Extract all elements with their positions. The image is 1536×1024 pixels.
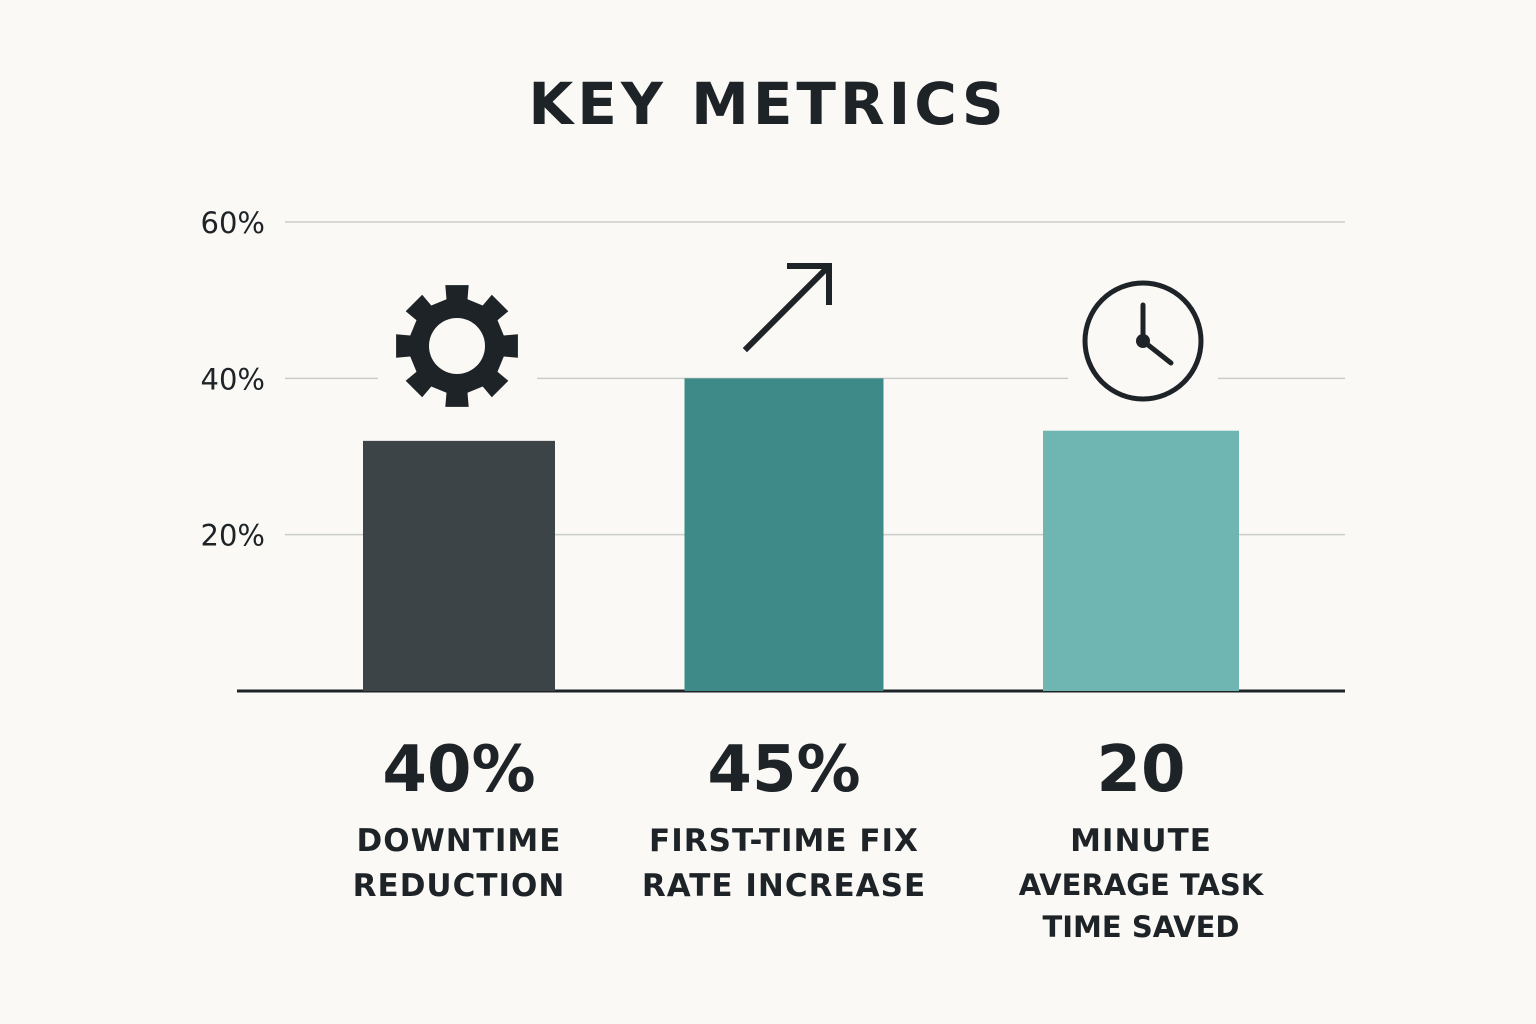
y-tick-label: 20%: [201, 519, 265, 553]
metric-caption-line: DOWNTIME: [357, 823, 562, 859]
y-tick-label: 40%: [201, 362, 265, 396]
clock-icon: [1082, 280, 1204, 402]
metric-value: 40%: [382, 733, 535, 807]
metric-caption-line: RATE INCREASE: [642, 868, 926, 904]
metric-caption-line: AVERAGE TASK: [1019, 868, 1265, 902]
metric-value: 45%: [707, 733, 860, 807]
metric-caption-line: FIRST-TIME FIX: [649, 823, 919, 859]
chart-title: KEY METRICS: [528, 70, 1007, 138]
labels-layer: 40% DOWNTIME REDUCTION 45% FIRST-TIME FIX RAT…: [353, 733, 1265, 944]
y-tick-label: 60%: [201, 206, 265, 240]
metric-caption-line: TIME SAVED: [1042, 910, 1239, 944]
metric-caption-line: REDUCTION: [353, 868, 566, 904]
icons-layer: [396, 262, 1204, 407]
metric-caption-line: MINUTE: [1070, 823, 1212, 859]
gear-icon: [396, 285, 518, 407]
arrow-up-right-icon: [742, 262, 833, 353]
metric-value: 20: [1096, 733, 1185, 807]
bar: [684, 378, 884, 691]
bar: [1043, 430, 1239, 691]
bar: [363, 440, 555, 691]
bars-layer: [363, 378, 1239, 691]
